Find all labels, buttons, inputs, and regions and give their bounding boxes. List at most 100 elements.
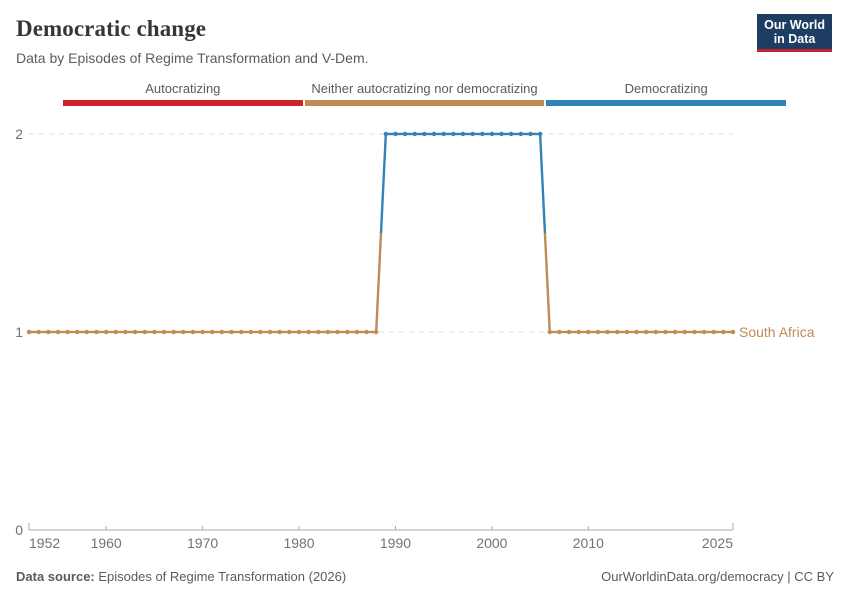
data-point-2015 <box>634 329 639 335</box>
data-point-1989 <box>383 131 389 137</box>
data-point-1968 <box>181 329 186 335</box>
data-point-1987 <box>364 329 369 335</box>
data-point-1977 <box>267 329 273 335</box>
data-point-2008 <box>566 329 572 335</box>
data-point-1971 <box>210 329 215 335</box>
data-point-1955 <box>55 329 61 335</box>
data-point-1969 <box>190 329 196 335</box>
legend: Autocratizing Neither autocratizing nor … <box>63 81 787 106</box>
series-transition-segment <box>374 232 383 333</box>
data-source-line: Data source: Episodes of Regime Transfor… <box>16 569 346 584</box>
data-point-2013 <box>615 329 620 335</box>
data-point-2012 <box>605 329 610 335</box>
data-point-1994 <box>431 131 437 137</box>
legend-item-neither: Neither autocratizing nor democratizing <box>304 81 545 106</box>
data-point-1966 <box>161 329 167 335</box>
x-tick-label-1990: 1990 <box>380 535 411 551</box>
data-point-1999 <box>480 131 485 137</box>
series-label: South Africa <box>739 324 815 340</box>
data-point-1953 <box>36 329 41 335</box>
x-tick-label-1952: 1952 <box>29 535 60 551</box>
data-point-1983 <box>325 329 331 335</box>
data-point-1993 <box>422 131 427 137</box>
legend-label: Neither autocratizing nor democratizing <box>311 81 538 96</box>
data-source-text: Episodes of Regime Transformation (2026) <box>94 569 347 584</box>
data-point-1959 <box>94 329 99 335</box>
data-point-1958 <box>84 329 90 335</box>
data-point-1979 <box>287 329 292 335</box>
data-point-1981 <box>306 329 311 335</box>
legend-item-autocratizing: Autocratizing <box>63 81 303 106</box>
x-tick-label-2010: 2010 <box>573 535 604 551</box>
data-point-1995 <box>441 131 446 137</box>
data-point-1965 <box>152 329 157 335</box>
data-point-1975 <box>248 329 254 335</box>
data-point-2017 <box>653 329 659 335</box>
data-point-2023 <box>711 329 716 335</box>
legend-color-bar-neither <box>304 100 545 106</box>
logo-text-line2: in Data <box>773 32 816 46</box>
data-point-1961 <box>113 329 118 335</box>
data-point-1952 <box>26 329 32 335</box>
data-point-1957 <box>75 329 80 335</box>
data-point-2019 <box>672 329 678 335</box>
data-point-1963 <box>132 329 138 335</box>
legend-color-bar-democratizing <box>546 100 787 106</box>
data-point-2000 <box>489 131 495 137</box>
data-point-1992 <box>412 131 417 137</box>
data-point-1990 <box>393 131 398 137</box>
data-point-2020 <box>682 329 687 335</box>
data-point-2018 <box>663 329 668 335</box>
data-point-2011 <box>595 329 601 335</box>
legend-label: Autocratizing <box>145 81 221 96</box>
data-point-2022 <box>701 329 707 335</box>
page-title: Democratic change <box>16 16 207 41</box>
series-transition-segment <box>543 232 551 333</box>
data-point-2014 <box>624 329 630 335</box>
data-point-2004 <box>528 131 533 137</box>
data-point-1982 <box>316 329 321 335</box>
data-point-1954 <box>46 329 51 335</box>
data-point-2010 <box>586 329 591 335</box>
data-point-1985 <box>345 329 350 335</box>
data-point-2001 <box>499 131 504 137</box>
data-point-1974 <box>238 329 244 335</box>
data-point-1967 <box>171 329 176 335</box>
data-point-2016 <box>644 329 649 335</box>
data-point-1960 <box>103 329 109 335</box>
data-point-1997 <box>460 131 466 137</box>
y-tick-label-0: 0 <box>15 522 23 538</box>
y-tick-label-1: 1 <box>15 324 23 340</box>
data-point-1973 <box>229 329 234 335</box>
data-point-1964 <box>142 329 147 335</box>
footer: Data source: Episodes of Regime Transfor… <box>16 569 834 584</box>
data-point-1986 <box>354 329 360 335</box>
data-source-label: Data source: <box>16 569 95 584</box>
legend-item-democratizing: Democratizing <box>546 81 787 106</box>
x-tick-label-2000: 2000 <box>476 535 507 551</box>
series-transition-segment <box>538 133 547 234</box>
x-tick-label-2025: 2025 <box>702 535 733 551</box>
data-point-2003 <box>518 131 524 137</box>
data-point-1996 <box>451 131 456 137</box>
data-point-1988 <box>373 329 379 335</box>
logo-text-line1: Our World <box>764 18 825 32</box>
data-point-1978 <box>277 329 282 335</box>
page-subtitle: Data by Episodes of Regime Transformatio… <box>16 50 369 66</box>
data-point-2005 <box>537 131 543 137</box>
data-point-1962 <box>123 329 128 335</box>
credit-link[interactable]: OurWorldinData.org/democracy | CC BY <box>601 569 834 584</box>
x-tick-label-1970: 1970 <box>187 535 218 551</box>
y-tick-label-2: 2 <box>15 126 23 142</box>
x-tick-label-1960: 1960 <box>91 535 122 551</box>
data-point-1976 <box>258 329 263 335</box>
data-point-1991 <box>402 131 408 137</box>
owid-logo[interactable]: Our World in Data <box>757 14 832 52</box>
data-point-2024 <box>721 329 726 335</box>
legend-label: Democratizing <box>624 81 708 96</box>
data-point-2006 <box>547 329 552 335</box>
data-point-1970 <box>200 329 205 335</box>
series-transition-segment <box>379 133 388 234</box>
